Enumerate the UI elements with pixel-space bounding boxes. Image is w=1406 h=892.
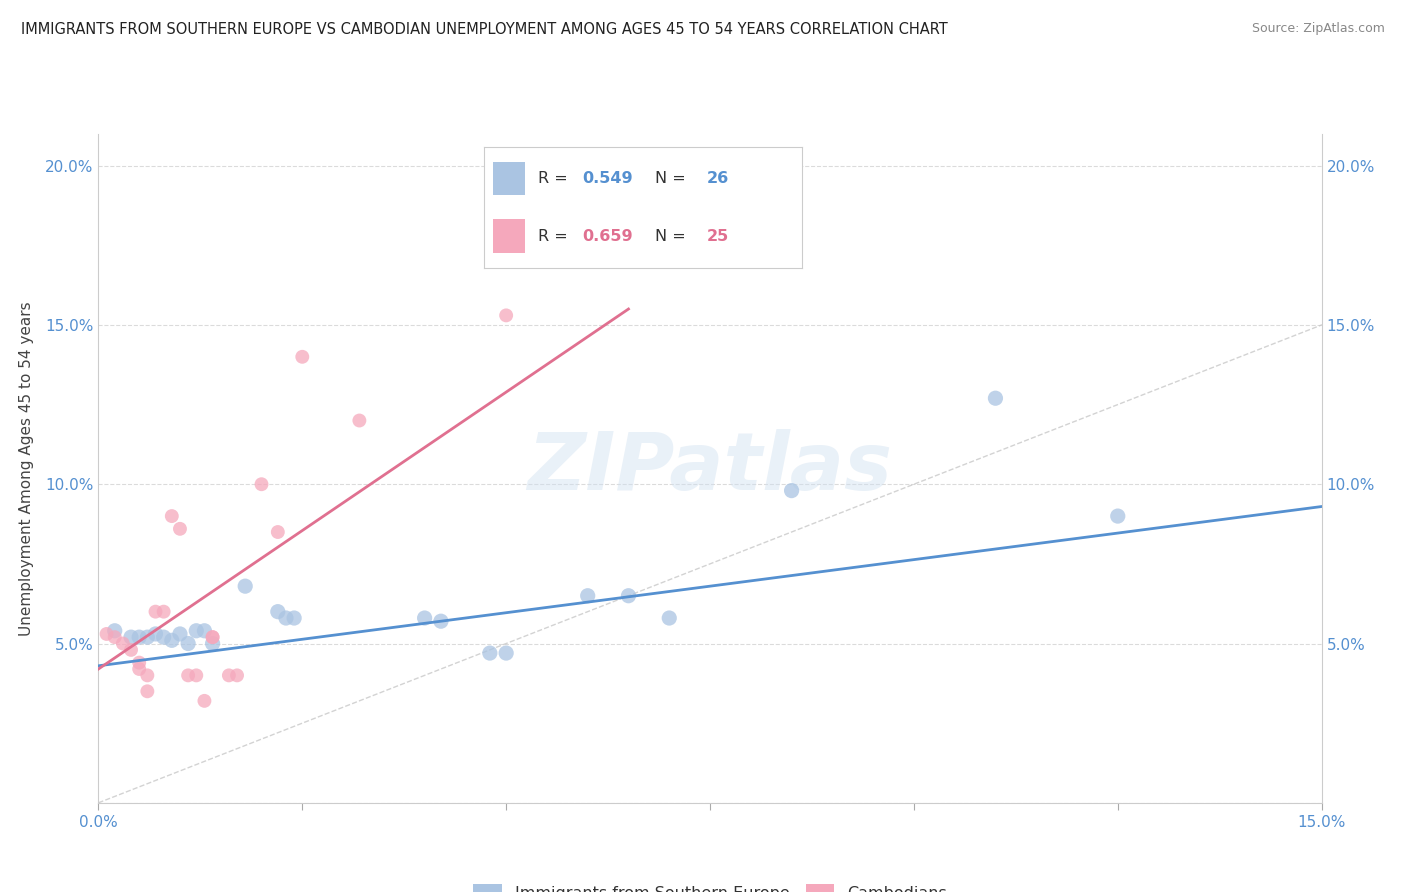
Point [413,611,436,625]
Point [984,391,1007,405]
Point [186,668,208,682]
Point [233,579,256,593]
Point [128,630,150,644]
Point [478,646,501,660]
Point [128,662,150,676]
Point [145,605,167,619]
Point [267,605,290,619]
Text: Source: ZipAtlas.com: Source: ZipAtlas.com [1251,22,1385,36]
Point [218,668,240,682]
Point [349,413,371,427]
Y-axis label: Unemployment Among Ages 45 to 54 years: Unemployment Among Ages 45 to 54 years [20,301,34,636]
Point [145,627,167,641]
Point [152,605,174,619]
Point [201,630,224,644]
Point [186,624,208,638]
Point [267,524,290,539]
Point [104,624,127,638]
Point [250,477,273,491]
Point [495,646,517,660]
Point [136,684,159,698]
Point [136,630,159,644]
Text: IMMIGRANTS FROM SOUTHERN EUROPE VS CAMBODIAN UNEMPLOYMENT AMONG AGES 45 TO 54 YE: IMMIGRANTS FROM SOUTHERN EUROPE VS CAMBO… [21,22,948,37]
Point [111,636,134,650]
Point [120,643,142,657]
Point [274,611,297,625]
Point [152,630,174,644]
Point [96,627,118,641]
Point [169,522,191,536]
Point [291,350,314,364]
Point [160,509,183,524]
Point [201,636,224,650]
Point [658,611,681,625]
Legend: Immigrants from Southern Europe, Cambodians: Immigrants from Southern Europe, Cambodi… [467,878,953,892]
Point [283,611,305,625]
Point [120,630,142,644]
Point [430,614,453,628]
Point [160,633,183,648]
Point [193,624,215,638]
Point [128,656,150,670]
Point [576,589,599,603]
Point [136,668,159,682]
Text: ZIPatlas: ZIPatlas [527,429,893,508]
Point [495,309,517,323]
Point [177,668,200,682]
Point [193,694,215,708]
Point [1107,509,1129,524]
Point [780,483,803,498]
Point [226,668,249,682]
Point [201,630,224,644]
Point [169,627,191,641]
Point [177,636,200,650]
Point [104,630,127,644]
Point [617,589,640,603]
